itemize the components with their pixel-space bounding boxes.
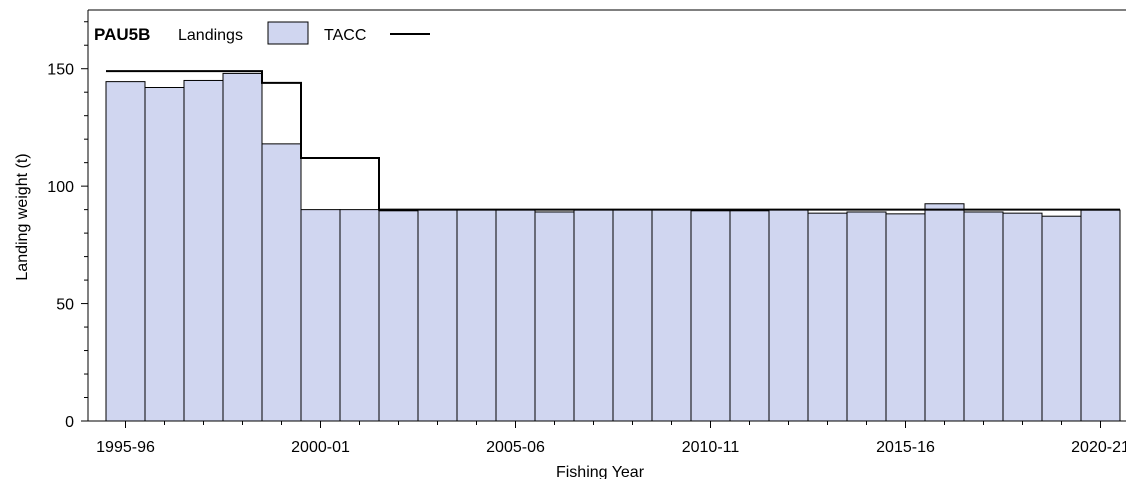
landings-bar	[651, 209, 692, 422]
x-tick-label: 2005-06	[486, 439, 545, 456]
landings-bar	[300, 209, 341, 422]
tacc-layer	[106, 70, 1120, 211]
landings-bar	[885, 213, 926, 422]
landings-bar	[339, 209, 380, 422]
tacc-step-line	[106, 70, 1120, 211]
landings-bar	[183, 79, 224, 422]
landings-bar	[768, 209, 809, 422]
x-tick-label: 2020-21	[1071, 439, 1126, 456]
x-axis-title: Fishing Year	[556, 464, 645, 479]
x-tick-label: 2010-11	[682, 439, 740, 456]
landings-bar	[456, 209, 497, 422]
landings-bar	[222, 72, 263, 422]
landings-bar	[729, 210, 770, 422]
landings-bar	[378, 210, 419, 422]
legend-swatch-landings	[267, 21, 309, 45]
legend: PAU5B Landings TACC	[94, 21, 430, 45]
landings-bar	[1080, 209, 1121, 422]
y-tick-label: 100	[47, 179, 74, 196]
y-tick-label: 0	[65, 414, 74, 431]
landings-bar	[105, 81, 146, 422]
axes-layer	[87, 9, 1126, 422]
bars-layer	[105, 72, 1121, 422]
landings-bar	[144, 87, 185, 422]
y-tick-label: 50	[56, 297, 74, 314]
landings-bar	[807, 212, 848, 422]
y-tick-label: 150	[47, 62, 74, 79]
landings-bar	[417, 209, 458, 422]
x-tick-label: 2015-16	[876, 439, 935, 456]
landings-bar	[924, 203, 965, 422]
x-tick-label: 2000-01	[291, 439, 350, 456]
landings-bar	[534, 211, 575, 422]
landings-bar	[690, 210, 731, 422]
ticks-layer: 0 50 100 150 1995-96 2000-01 2005-06 2010-11 201…	[47, 21, 1126, 456]
legend-label-tacc: TACC	[324, 27, 366, 44]
chart-title: PAU5B	[94, 25, 150, 44]
legend-label-landings: Landings	[178, 27, 243, 44]
landings-bar	[573, 209, 614, 422]
x-tick-label: 1995-96	[96, 439, 155, 456]
landings-bar	[495, 209, 536, 422]
landings-bar	[1002, 212, 1043, 422]
landings-bar	[963, 211, 1004, 422]
landings-bar	[261, 143, 302, 422]
landings-bar	[1041, 215, 1082, 422]
landings-bar	[612, 209, 653, 422]
landings-bar	[846, 211, 887, 422]
y-axis-title: Landing weight (t)	[14, 153, 31, 280]
